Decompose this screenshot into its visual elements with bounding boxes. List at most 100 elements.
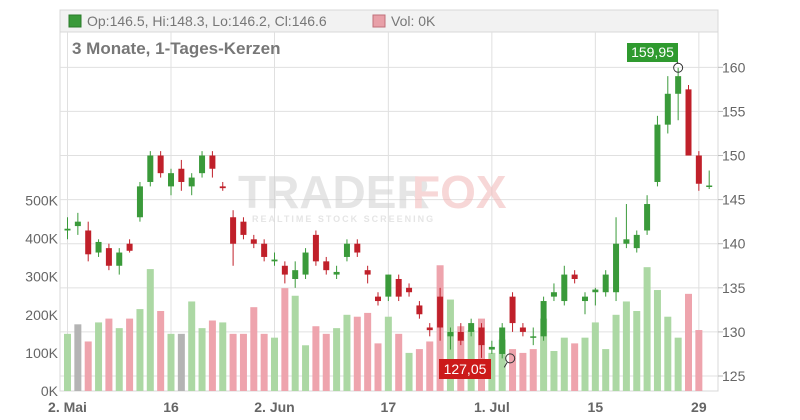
volume-bars <box>64 265 703 391</box>
candle-body <box>354 243 361 253</box>
candle <box>571 270 578 284</box>
volume-bar <box>622 301 630 391</box>
candle <box>509 292 516 332</box>
candle <box>426 323 433 337</box>
volume-bar <box>653 290 661 391</box>
date-tick-label: 2. Jun <box>254 399 294 415</box>
date-tick-label: 15 <box>588 399 604 415</box>
low-leader <box>503 362 508 368</box>
candle <box>136 181 143 222</box>
volume-tick-label: 500K <box>25 193 58 209</box>
candle <box>582 292 588 315</box>
candle-body <box>685 89 692 156</box>
candle <box>406 283 413 297</box>
volume-bar <box>571 343 579 391</box>
chart-subtitle: 3 Monate, 1-Tages-Kerzen <box>72 39 280 58</box>
volume-bar <box>353 316 361 391</box>
candle-body <box>623 239 630 244</box>
volume-bar <box>74 324 82 391</box>
price-tick-label: 155 <box>722 103 746 119</box>
candle-body <box>664 93 671 125</box>
candle-body <box>695 155 702 184</box>
candle <box>188 173 195 196</box>
volume-bar <box>250 307 258 391</box>
candle-body <box>644 204 651 231</box>
candle-body <box>302 252 309 275</box>
high-callout: 159,95 <box>627 43 684 73</box>
volume-bar <box>550 350 558 391</box>
candle-body <box>250 239 257 244</box>
volume-bar <box>126 318 134 391</box>
candle <box>468 318 475 337</box>
volume-bar <box>229 333 237 391</box>
candle-body <box>323 261 330 271</box>
legend-volume: Vol: 0K <box>391 13 436 29</box>
candle <box>437 287 444 341</box>
candle-body <box>550 292 557 297</box>
candle <box>375 292 381 306</box>
volume-bar <box>157 310 165 391</box>
volume-bar <box>695 330 703 391</box>
candle <box>675 67 682 121</box>
volume-bar <box>281 288 289 391</box>
candle-body <box>447 331 454 337</box>
candle <box>312 230 319 266</box>
candle-body <box>437 296 444 328</box>
candle <box>478 323 485 358</box>
volume-bar <box>364 312 372 391</box>
candle-body <box>675 76 682 94</box>
volume-bar <box>633 310 641 391</box>
price-tick-label: 150 <box>722 148 746 164</box>
candle-body <box>457 331 464 341</box>
volume-bar <box>488 352 496 391</box>
volume-bar <box>333 328 341 391</box>
low-callout: 127,05 <box>439 353 516 379</box>
legend: Op:146.5, Hi:148.3, Lo:146.2, Cl:146.6 V… <box>68 13 436 29</box>
candle-body <box>219 186 226 189</box>
volume-bar <box>664 316 672 391</box>
candle-body <box>199 155 206 174</box>
candle <box>126 239 133 253</box>
candle <box>695 151 702 191</box>
volume-bar <box>457 326 465 391</box>
volume-tick-label: 0K <box>41 383 59 399</box>
candle-body <box>561 274 568 302</box>
date-tick-label: 17 <box>381 399 397 415</box>
candle-body <box>136 186 143 218</box>
high-label-box <box>627 43 678 62</box>
date-tick-label: 2. Mai <box>48 399 87 415</box>
volume-bar <box>509 349 517 391</box>
volume-bar <box>519 352 527 391</box>
candle <box>519 323 526 337</box>
candle <box>550 283 557 302</box>
candle <box>240 217 247 240</box>
price-tick-label: 125 <box>722 368 746 384</box>
candle <box>147 151 154 187</box>
candle <box>178 159 185 191</box>
volume-bar <box>529 349 537 391</box>
volume-bar <box>115 328 123 391</box>
candle-body <box>281 265 288 275</box>
candle <box>116 248 123 275</box>
volume-axis: 0K 100K 200K 300K 400K 500K <box>25 193 58 400</box>
candle <box>395 274 402 302</box>
candle-body <box>147 155 154 182</box>
candle-body <box>602 274 609 293</box>
candle-body <box>509 296 516 324</box>
candle <box>488 340 495 354</box>
candle <box>706 170 713 190</box>
volume-bar <box>415 349 423 391</box>
legend-ohlc: Op:146.5, Hi:148.3, Lo:146.2, Cl:146.6 <box>87 13 327 29</box>
candle-body <box>126 243 133 251</box>
candle-body <box>488 346 495 350</box>
candle-body <box>406 287 413 293</box>
candle <box>168 168 174 196</box>
watermark-tagline: REALTIME STOCK SCREENING <box>252 214 435 224</box>
volume-bar <box>188 301 196 391</box>
candle <box>602 270 609 297</box>
candle-body <box>706 185 713 188</box>
candle-body <box>230 217 237 244</box>
volume-bar <box>167 333 175 391</box>
price-tick-label: 140 <box>722 236 746 252</box>
price-tick-label: 145 <box>722 192 746 208</box>
